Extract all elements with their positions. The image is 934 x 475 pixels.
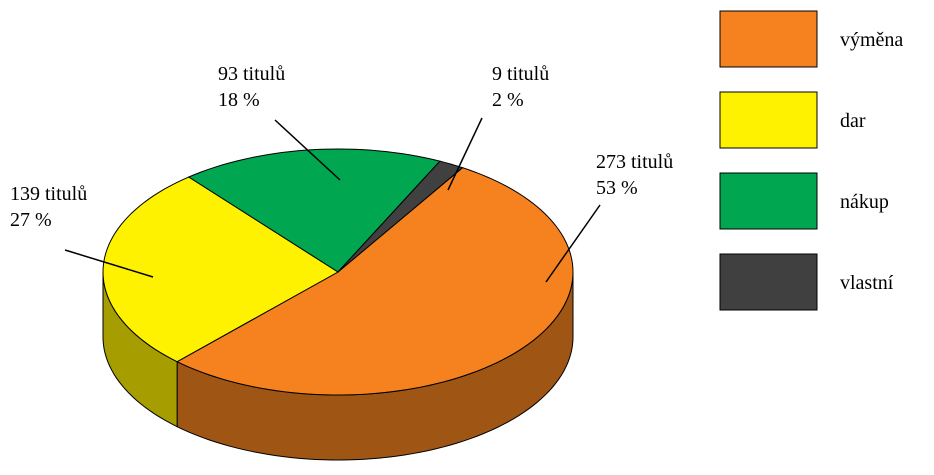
- legend-swatch: [719, 91, 818, 149]
- pie-tops: [102, 148, 574, 396]
- labels: 273 titulů 53 % 139 titulů 27 % 93 titulů 18 …: [10, 63, 673, 283]
- legend-label: výměna: [840, 29, 903, 51]
- pie-slice: [337, 160, 464, 273]
- legend-swatch: [719, 172, 818, 230]
- legend-label: nákup: [840, 191, 889, 213]
- value-label: 93 titulů: [218, 63, 285, 85]
- pie-slice: [176, 167, 574, 396]
- pie-slice: [187, 148, 441, 273]
- leader-line: [447, 117, 483, 191]
- legend-swatch: [719, 253, 818, 311]
- percentage-label: 18 %: [218, 89, 260, 111]
- leader-line: [545, 204, 601, 283]
- percentage-label: 27 %: [10, 209, 52, 231]
- leader-line: [274, 119, 341, 181]
- legend-swatch: [719, 10, 818, 68]
- leader-line: [64, 249, 154, 278]
- pie-slice: [102, 176, 339, 363]
- value-label: 139 titulů: [10, 183, 87, 205]
- legend: výměna dar nákup vlastní: [719, 10, 903, 311]
- value-label: 273 titulů: [596, 151, 673, 173]
- value-label: 9 titulů: [492, 63, 549, 85]
- legend-label: vlastní: [840, 272, 894, 294]
- percentage-label: 53 %: [596, 177, 638, 199]
- percentage-label: 2 %: [492, 89, 524, 111]
- legend-label: dar: [840, 110, 866, 132]
